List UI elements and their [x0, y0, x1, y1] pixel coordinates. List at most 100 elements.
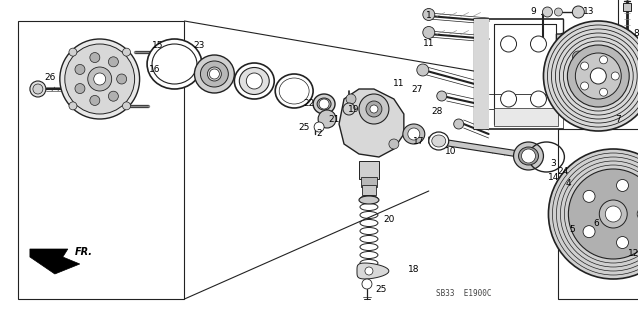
- Circle shape: [408, 128, 420, 140]
- Circle shape: [568, 169, 640, 259]
- Circle shape: [583, 190, 595, 202]
- Circle shape: [370, 105, 378, 113]
- Text: 28: 28: [431, 107, 442, 115]
- Bar: [493, 108, 559, 126]
- Circle shape: [423, 26, 435, 39]
- Circle shape: [599, 200, 627, 228]
- Circle shape: [417, 64, 429, 76]
- Text: 9: 9: [531, 6, 536, 16]
- Text: 15: 15: [152, 41, 163, 49]
- Circle shape: [543, 7, 552, 17]
- Circle shape: [600, 56, 607, 64]
- Text: 22: 22: [303, 100, 315, 108]
- Circle shape: [616, 180, 628, 191]
- Text: 3: 3: [550, 160, 556, 168]
- Circle shape: [69, 102, 77, 110]
- Circle shape: [423, 9, 435, 20]
- Ellipse shape: [275, 74, 313, 108]
- Polygon shape: [30, 249, 80, 274]
- Circle shape: [454, 119, 464, 129]
- Polygon shape: [357, 263, 389, 279]
- Bar: [623, 3, 631, 11]
- Circle shape: [543, 21, 640, 131]
- Circle shape: [605, 206, 621, 222]
- Text: 11: 11: [393, 79, 404, 88]
- Circle shape: [362, 279, 372, 289]
- Circle shape: [616, 236, 628, 249]
- Ellipse shape: [207, 67, 221, 81]
- Ellipse shape: [317, 98, 331, 110]
- Circle shape: [583, 226, 595, 238]
- Text: SB33  E1900C: SB33 E1900C: [436, 290, 492, 299]
- Bar: [559, 129, 640, 299]
- Polygon shape: [429, 137, 518, 157]
- Text: 27: 27: [411, 85, 422, 93]
- Text: 18: 18: [408, 264, 420, 273]
- Text: 21: 21: [328, 115, 340, 123]
- Circle shape: [554, 8, 563, 16]
- Ellipse shape: [279, 78, 309, 104]
- Bar: [359, 161, 379, 179]
- Bar: [362, 185, 376, 195]
- Ellipse shape: [152, 44, 197, 84]
- Circle shape: [75, 84, 85, 93]
- Text: 16: 16: [149, 64, 160, 73]
- Circle shape: [108, 91, 118, 101]
- Text: 20: 20: [383, 214, 395, 224]
- Ellipse shape: [313, 94, 335, 114]
- Ellipse shape: [200, 61, 228, 87]
- Circle shape: [122, 102, 131, 110]
- Text: 25: 25: [375, 285, 387, 293]
- Text: 25: 25: [298, 122, 310, 131]
- Circle shape: [389, 139, 399, 149]
- Circle shape: [30, 81, 46, 97]
- Circle shape: [318, 110, 336, 128]
- Circle shape: [93, 73, 106, 85]
- Circle shape: [314, 122, 324, 132]
- Bar: [361, 177, 377, 187]
- Circle shape: [575, 53, 621, 99]
- Text: 19: 19: [348, 105, 360, 114]
- Circle shape: [88, 67, 112, 91]
- Circle shape: [568, 45, 629, 107]
- Circle shape: [522, 149, 536, 163]
- Circle shape: [209, 69, 220, 79]
- Text: 2: 2: [316, 130, 322, 138]
- Circle shape: [346, 94, 356, 104]
- Circle shape: [108, 57, 118, 67]
- Circle shape: [365, 267, 373, 275]
- Text: 14: 14: [548, 173, 559, 182]
- Ellipse shape: [234, 63, 274, 99]
- Text: 13: 13: [582, 6, 594, 16]
- Text: 6: 6: [593, 219, 599, 228]
- Ellipse shape: [359, 196, 379, 204]
- Text: 24: 24: [558, 167, 569, 175]
- Circle shape: [75, 64, 85, 74]
- Circle shape: [500, 36, 516, 52]
- Circle shape: [90, 95, 100, 106]
- Text: 12: 12: [627, 249, 639, 258]
- Circle shape: [319, 99, 329, 109]
- Polygon shape: [556, 29, 593, 101]
- Ellipse shape: [432, 135, 445, 147]
- Text: 23: 23: [194, 41, 205, 49]
- Circle shape: [359, 94, 389, 124]
- Circle shape: [246, 73, 262, 89]
- Circle shape: [590, 68, 606, 84]
- Circle shape: [580, 82, 589, 90]
- Text: 17: 17: [413, 137, 424, 145]
- Circle shape: [366, 101, 382, 117]
- Polygon shape: [339, 89, 404, 157]
- Circle shape: [611, 72, 620, 80]
- Circle shape: [531, 36, 547, 52]
- Circle shape: [90, 53, 100, 63]
- Circle shape: [580, 62, 589, 70]
- Circle shape: [69, 48, 77, 56]
- Ellipse shape: [239, 68, 269, 94]
- Circle shape: [122, 48, 131, 56]
- Polygon shape: [474, 19, 488, 129]
- Ellipse shape: [147, 39, 202, 89]
- Circle shape: [116, 74, 127, 84]
- Circle shape: [548, 149, 640, 279]
- Circle shape: [600, 88, 607, 96]
